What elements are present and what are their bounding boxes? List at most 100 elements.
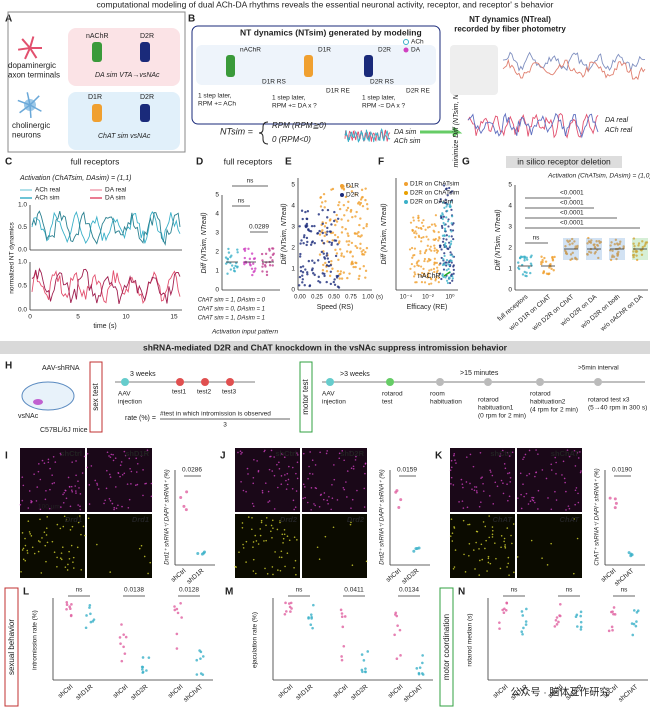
micrograph: [450, 514, 515, 578]
dot: [341, 450, 344, 452]
dot: [417, 226, 420, 230]
dot: [312, 603, 315, 607]
dot: [432, 229, 435, 232]
dot: [316, 232, 320, 235]
label: AAV-shRNA: [42, 365, 80, 372]
dot: [355, 232, 359, 235]
dot: [577, 492, 579, 495]
dot: [340, 612, 344, 615]
dot: [423, 272, 426, 275]
dot: [355, 261, 358, 265]
dot: [434, 224, 437, 227]
dot: [199, 657, 202, 660]
panel-label: N: [458, 587, 465, 598]
dot: [441, 240, 445, 243]
dot: [327, 264, 331, 268]
dot: [68, 485, 71, 488]
dot: [331, 239, 334, 242]
dot: [252, 541, 255, 543]
dot: [69, 607, 72, 611]
micrograph: [235, 448, 300, 512]
dot: [65, 607, 68, 611]
label: habituation: [430, 399, 462, 406]
dot: [579, 471, 582, 474]
dot: [632, 242, 635, 245]
label: injection: [118, 399, 142, 406]
dot: [453, 454, 455, 457]
dot: [488, 536, 491, 539]
dot: [257, 543, 260, 545]
dot: [361, 195, 364, 199]
dot: [442, 237, 445, 240]
dot: [326, 216, 329, 219]
dot: [22, 558, 25, 561]
dot: [46, 541, 49, 544]
dot: [299, 269, 303, 273]
dot: [635, 611, 639, 614]
dot: [576, 625, 579, 628]
label: #test in which intromission is observed: [160, 411, 271, 418]
dot: [56, 556, 58, 559]
dot: [196, 552, 200, 556]
dot: [45, 560, 47, 563]
dot: [478, 548, 480, 550]
dot: [56, 523, 59, 526]
dot: [463, 553, 465, 556]
trace: [344, 127, 391, 143]
dot: [352, 265, 355, 269]
dot: [428, 283, 431, 286]
dot: [574, 465, 577, 467]
dot: [250, 252, 254, 255]
dot: [473, 489, 476, 492]
watermark: 公众号 · 脑体互作研究: [511, 686, 610, 699]
dot: [305, 243, 308, 247]
dot: [517, 267, 521, 271]
dot: [330, 259, 333, 263]
dot: [337, 258, 340, 262]
trace: [502, 51, 646, 73]
dot: [450, 483, 452, 485]
label: D1R: [88, 94, 102, 101]
dot: [328, 495, 330, 498]
neuron-icon: [29, 104, 32, 119]
dot: [577, 501, 580, 504]
dot: [442, 221, 445, 225]
dot: [255, 540, 258, 542]
dot: [323, 492, 326, 494]
dot: [555, 472, 557, 475]
dot: [267, 501, 269, 503]
dot: [313, 241, 316, 245]
dot: [302, 483, 305, 486]
dot: [229, 268, 233, 271]
dot: [395, 614, 399, 618]
label: Efficacy (RE): [407, 304, 448, 311]
dot: [499, 455, 501, 457]
dot: [358, 223, 361, 227]
brain-icon: [21, 381, 75, 411]
dot: [326, 240, 329, 243]
dot: [437, 231, 440, 234]
label: D2R: [378, 47, 391, 54]
dot: [521, 614, 525, 617]
dot: [279, 519, 281, 522]
dot: [411, 228, 414, 232]
dot: [324, 261, 327, 265]
timepoint: [536, 378, 544, 386]
dot: [413, 231, 416, 234]
dot: [298, 284, 301, 287]
dot: [26, 549, 29, 552]
label: ChAT sim = 1, DAsim = 1: [198, 316, 265, 322]
label: ACh sim: [35, 195, 60, 202]
dot: [613, 613, 617, 616]
label: Drd1: [65, 515, 82, 524]
dot: [436, 249, 439, 253]
dot: [24, 544, 27, 547]
tick-label: 1.00: [362, 295, 374, 301]
label: Drd2: [347, 515, 365, 524]
dot: [96, 484, 99, 486]
dot: [523, 495, 525, 498]
dot: [569, 258, 572, 262]
label: <0.0001: [560, 190, 584, 197]
tick-label: 1: [508, 266, 512, 273]
tick-label: 1.0: [18, 259, 27, 266]
